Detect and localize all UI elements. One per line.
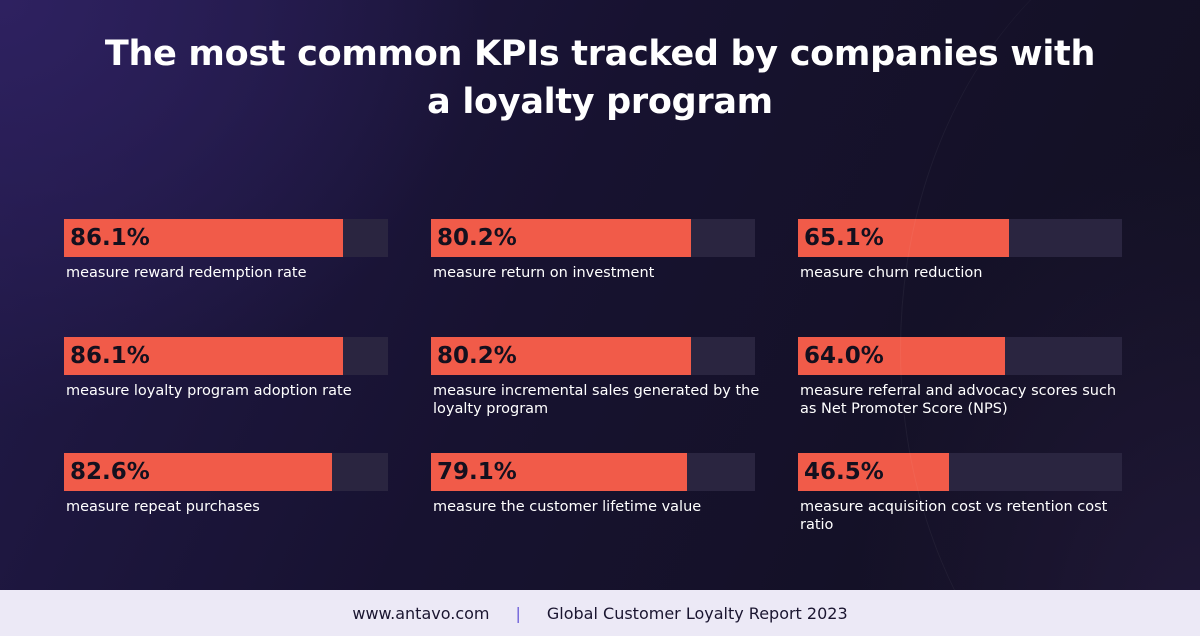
kpi-grid: 86.1% measure reward redemption rate 80.2%…: [64, 219, 1122, 533]
chart-panel: The most common KPIs tracked by companie…: [0, 0, 1200, 590]
kpi-description: measure reward redemption rate: [66, 265, 307, 281]
bar-value-label: 79.1%: [437, 459, 517, 485]
bar-track: 86.1%: [64, 219, 388, 257]
bar-value-label: 86.1%: [70, 225, 150, 251]
kpi-description: measure repeat purchases: [66, 499, 260, 515]
bar-value-label: 86.1%: [70, 343, 150, 369]
bar-track: 80.2%: [431, 219, 755, 257]
bar-fill: [64, 453, 332, 491]
bar-value-label: 80.2%: [437, 343, 517, 369]
bar-value-label: 64.0%: [804, 343, 884, 369]
footer: www.antavo.com | Global Customer Loyalty…: [0, 590, 1200, 636]
bar-fill: [64, 219, 343, 257]
chart-title: The most common KPIs tracked by companie…: [104, 34, 1096, 122]
bar-track: 46.5%: [798, 453, 1122, 491]
bar-track: 86.1%: [64, 337, 388, 375]
footer-website[interactable]: www.antavo.com: [352, 603, 490, 623]
bar-fill: [64, 337, 343, 375]
bar-value-label: 82.6%: [70, 459, 150, 485]
footer-separator: |: [515, 603, 521, 623]
kpi-description: measure the customer lifetime value: [433, 499, 702, 515]
bar-value-label: 65.1%: [804, 225, 884, 251]
bar-track: 80.2%: [431, 337, 755, 375]
kpi-description: measure churn reduction: [800, 265, 983, 281]
bar-track: 79.1%: [431, 453, 755, 491]
bar-fill: [431, 219, 691, 257]
bar-fill: [431, 453, 688, 491]
bar-fill: [431, 337, 691, 375]
bar-track: 82.6%: [64, 453, 388, 491]
kpi-description: measure referral and advocacy scores suc…: [800, 383, 1117, 417]
kpi-description: measure loyalty program adoption rate: [66, 383, 352, 399]
bar-value-label: 80.2%: [437, 225, 517, 251]
kpi-description: measure acquisition cost vs retention co…: [800, 499, 1108, 533]
bar-track: 65.1%: [798, 219, 1122, 257]
footer-source: Global Customer Loyalty Report 2023: [546, 603, 848, 623]
bar-value-label: 46.5%: [804, 459, 884, 485]
kpi-description: measure incremental sales generated by t…: [433, 383, 760, 417]
bar-track: 64.0%: [798, 337, 1122, 375]
kpi-description: measure return on investment: [433, 265, 655, 281]
